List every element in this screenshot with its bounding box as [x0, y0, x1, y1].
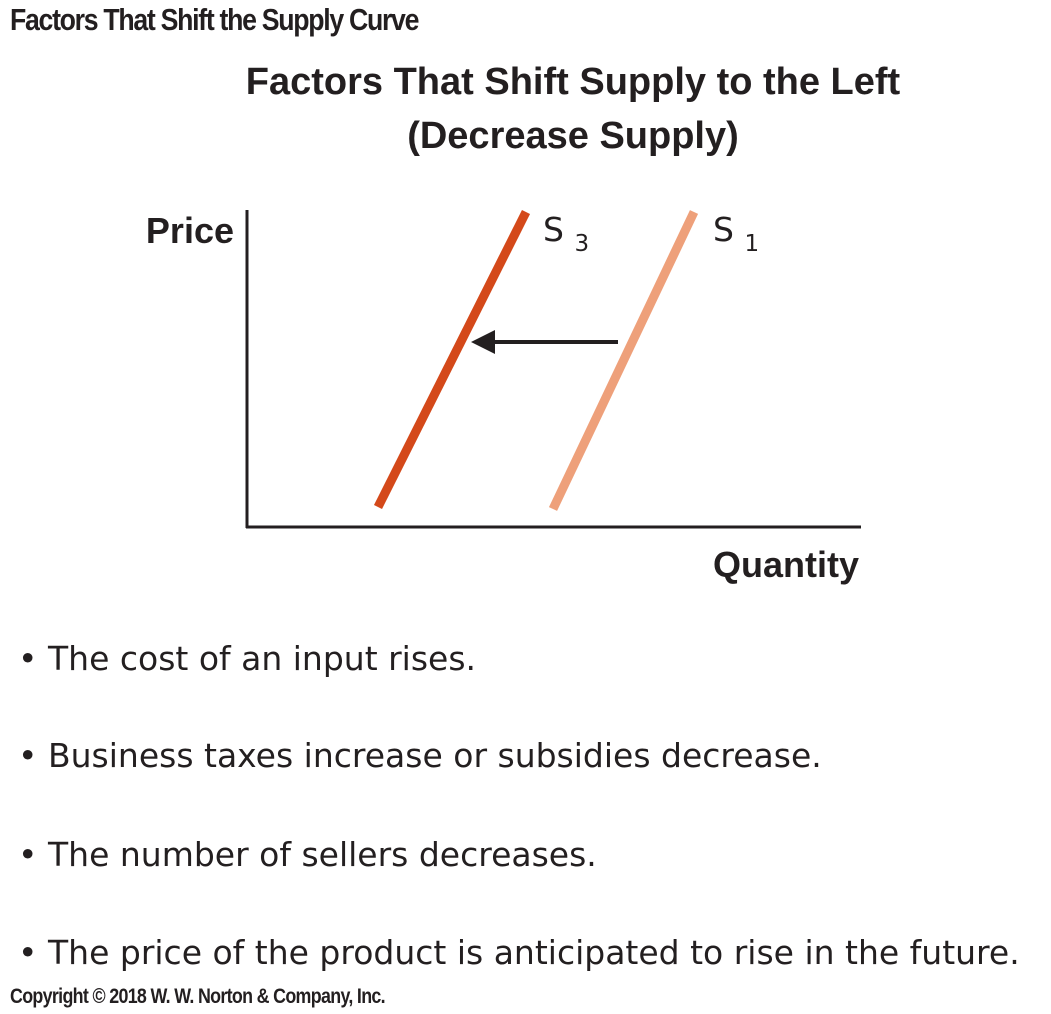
- supply-curve-s1: [548, 210, 699, 511]
- shift-arrow-head: [471, 330, 495, 354]
- curve-label-s3: S 3: [543, 210, 589, 257]
- factor-item: • The number of sellers decreases.: [18, 835, 597, 875]
- factor-item: • The price of the product is anticipated…: [18, 933, 1020, 973]
- x-axis-label: Quantity: [713, 544, 859, 585]
- curve-label-s1-subscript: 1: [744, 231, 759, 257]
- page-header: Factors That Shift the Supply Curve: [10, 2, 419, 37]
- curve-label-s3-subscript: 3: [574, 231, 589, 257]
- factor-item: • Business taxes increase or subsidies de…: [18, 736, 822, 776]
- y-axis-label: Price: [146, 210, 234, 251]
- bullet-marker: •: [18, 933, 38, 972]
- bullet-marker: •: [18, 639, 38, 678]
- curve-label-s1-letter: S: [713, 210, 734, 249]
- factor-item: • The cost of an input rises.: [18, 639, 476, 679]
- supply-shift-diagram: Price Quantity S 3 S 1: [146, 209, 861, 585]
- factor-text: The number of sellers decreases.: [48, 835, 597, 874]
- factor-text: Business taxes increase or subsidies dec…: [48, 736, 822, 775]
- curve-label-s1: S 1: [713, 210, 759, 257]
- diagram-title-line1: Factors That Shift Supply to the Left: [245, 61, 901, 103]
- bullet-marker: •: [18, 835, 38, 874]
- factor-text: The cost of an input rises.: [48, 639, 477, 678]
- curve-label-s3-letter: S: [543, 210, 564, 249]
- bullet-marker: •: [18, 736, 38, 775]
- copyright-notice: Copyright © 2018 W. W. Norton & Company,…: [10, 985, 386, 1008]
- factor-text: The price of the product is anticipated …: [48, 933, 1020, 972]
- supply-curve-s3: [373, 209, 531, 510]
- diagram-title-line2: (Decrease Supply): [407, 115, 739, 157]
